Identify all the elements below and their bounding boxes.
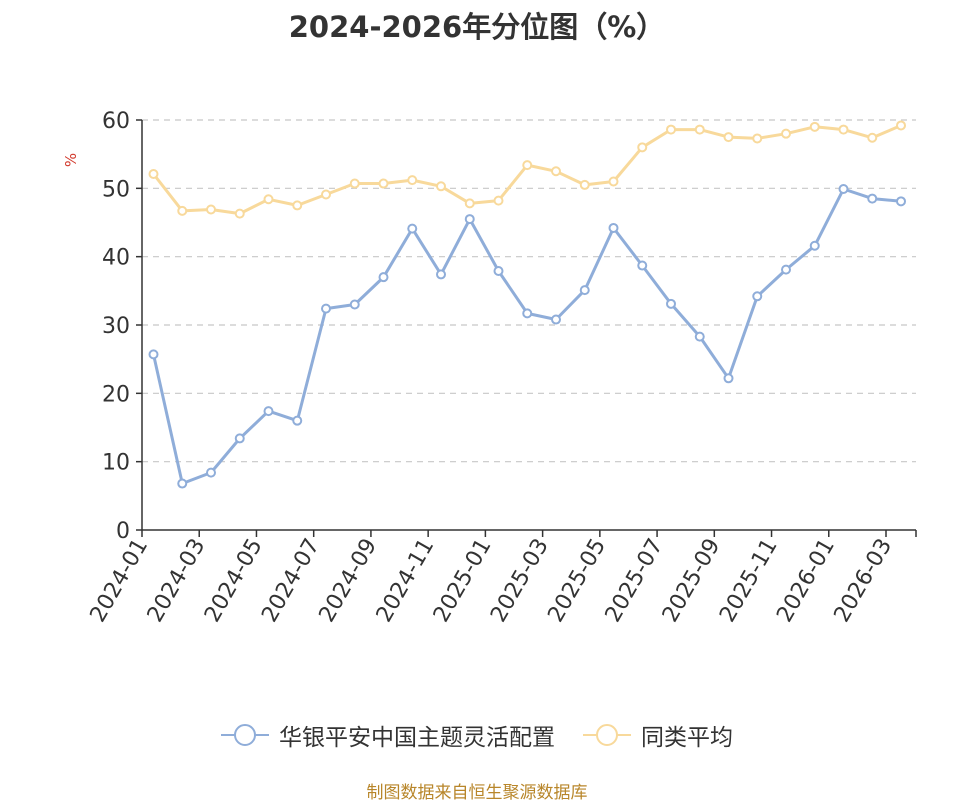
data-point-peer-average xyxy=(752,133,763,144)
data-point-fund xyxy=(407,223,418,234)
data-point-peer-average xyxy=(263,194,274,205)
legend: 华银平安中国主题灵活配置 同类平均 xyxy=(0,718,954,752)
data-point-fund xyxy=(579,285,590,296)
y-tick-label: 20 xyxy=(102,382,130,407)
data-point-peer-average xyxy=(838,124,849,135)
data-point-fund xyxy=(464,214,475,225)
data-point-peer-average xyxy=(234,208,245,219)
data-point-peer-average xyxy=(321,189,331,200)
data-point-peer-average xyxy=(809,121,820,132)
data-point-fund xyxy=(263,406,274,417)
data-point-fund xyxy=(666,298,676,309)
y-axis-label: % xyxy=(62,153,80,167)
legend-peer-label: 同类平均 xyxy=(641,725,733,751)
data-point-fund xyxy=(896,196,906,207)
data-point-peer-average xyxy=(867,132,878,143)
data-point-fund xyxy=(349,299,360,310)
y-tick-label: 60 xyxy=(102,109,130,134)
data-point-peer-average xyxy=(896,120,906,131)
data-point-peer-average xyxy=(464,198,475,209)
data-point-peer-average xyxy=(608,176,619,187)
data-point-fund xyxy=(177,478,188,489)
data-point-fund xyxy=(752,291,763,302)
data-point-fund xyxy=(436,269,446,280)
legend-item-peer-average[interactable]: 同类平均 xyxy=(583,718,733,752)
x-tick-label: 2026-03 xyxy=(830,535,898,627)
data-point-peer-average xyxy=(292,200,303,211)
data-point-fund xyxy=(694,331,705,342)
data-point-fund xyxy=(522,308,533,319)
source-note: 制图数据来自恒生聚源数据库 xyxy=(366,783,588,803)
data-point-peer-average xyxy=(148,168,159,179)
data-point-fund xyxy=(321,303,331,314)
y-tick-label: 30 xyxy=(102,314,130,339)
grid-lines xyxy=(142,119,916,463)
data-point-fund xyxy=(637,260,648,271)
data-point-peer-average xyxy=(493,195,504,206)
data-point-peer-average xyxy=(407,175,418,186)
data-point-fund xyxy=(723,373,734,384)
data-point-peer-average xyxy=(349,178,360,189)
series-layer xyxy=(148,120,906,489)
data-point-fund xyxy=(148,349,159,360)
data-point-peer-average xyxy=(436,181,446,192)
data-point-peer-average xyxy=(781,128,791,139)
data-point-peer-average xyxy=(666,124,676,135)
data-point-fund xyxy=(234,433,245,444)
data-point-fund xyxy=(809,240,820,251)
data-point-fund xyxy=(292,415,303,426)
data-point-fund xyxy=(551,314,561,325)
y-tick-label: 40 xyxy=(102,246,130,271)
y-tick-label: 50 xyxy=(102,177,130,202)
data-point-peer-average xyxy=(378,178,389,189)
axes: 01020304050602024-012024-032024-052024-0… xyxy=(86,109,917,627)
data-point-fund xyxy=(867,193,878,204)
data-point-peer-average xyxy=(579,179,590,190)
data-point-fund xyxy=(781,264,791,275)
chart-title: 2024-2026年分位图（%） xyxy=(288,10,666,44)
series-line-fund xyxy=(152,187,902,485)
data-point-fund xyxy=(838,184,849,195)
y-tick-label: 10 xyxy=(102,451,130,476)
data-point-peer-average xyxy=(206,204,216,215)
data-point-peer-average xyxy=(723,132,734,143)
data-point-peer-average xyxy=(637,142,648,153)
data-point-fund xyxy=(493,266,504,277)
legend-peer-marker-icon xyxy=(583,723,631,747)
data-point-fund xyxy=(378,272,389,283)
legend-fund-marker-icon xyxy=(221,723,269,747)
legend-item-fund[interactable]: 华银平安中国主题灵活配置 xyxy=(221,718,555,752)
data-point-peer-average xyxy=(177,205,188,216)
y-tick-label: 0 xyxy=(116,519,130,544)
data-point-peer-average xyxy=(694,124,705,135)
legend-fund-label: 华银平安中国主题灵活配置 xyxy=(279,725,555,751)
data-point-peer-average xyxy=(551,166,561,177)
data-point-fund xyxy=(206,467,216,478)
data-point-fund xyxy=(608,222,619,233)
data-point-peer-average xyxy=(522,160,533,171)
